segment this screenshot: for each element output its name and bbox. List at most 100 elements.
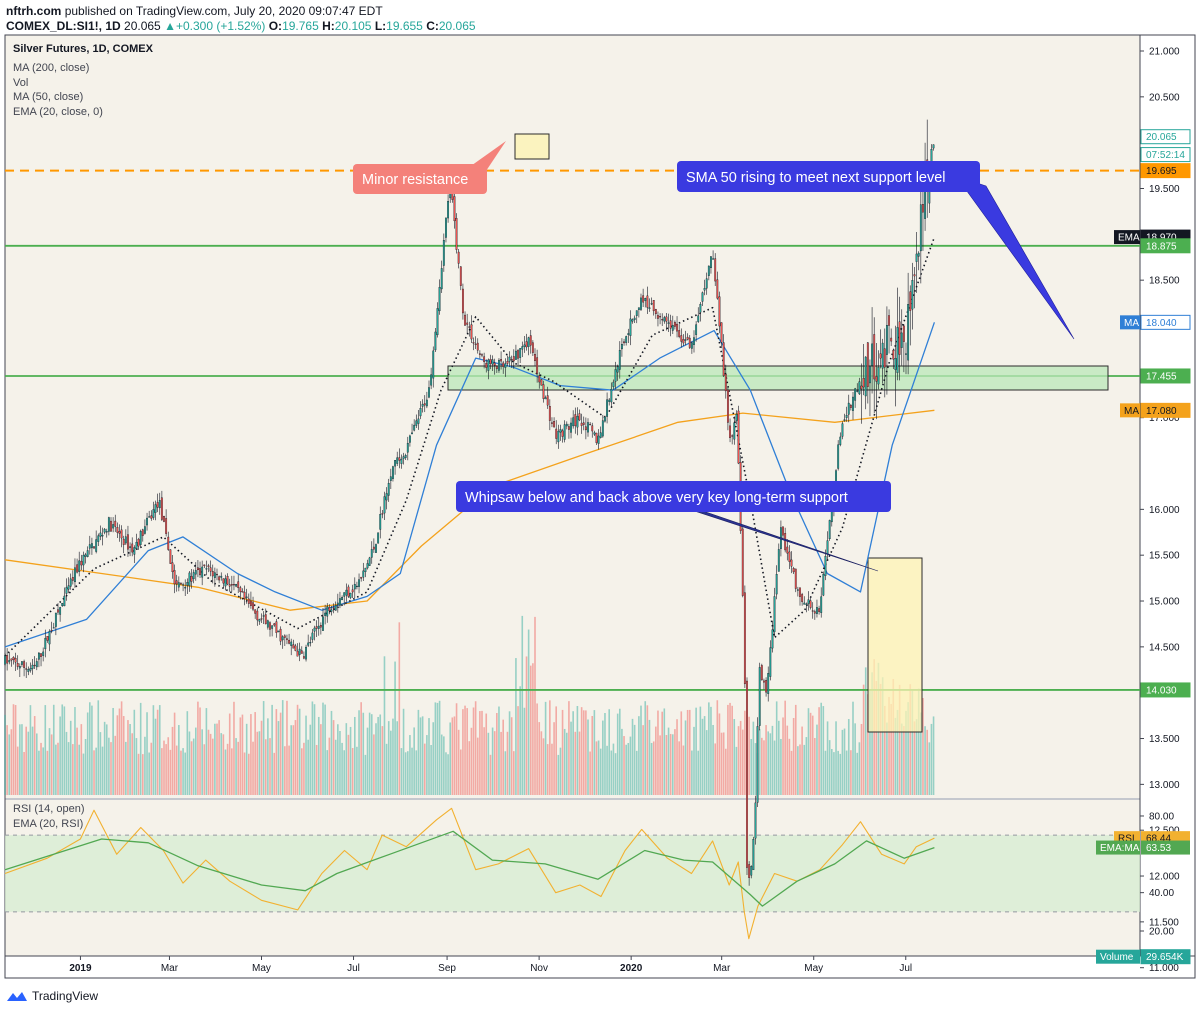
- candle-body-7: [18, 666, 21, 669]
- minor-resistance-callout[interactable]: [353, 164, 487, 194]
- volume-bar-190: [407, 751, 409, 795]
- candle-body-175: [375, 544, 377, 553]
- volume-bar-403: [858, 742, 861, 795]
- whipsaw-callout[interactable]: [456, 481, 891, 512]
- footer-brand[interactable]: TradingView: [32, 989, 99, 1003]
- candle-body-102: [220, 575, 223, 578]
- legend-vol[interactable]: Vol: [13, 77, 28, 89]
- candle-body-377: [803, 602, 806, 605]
- candle-body-226: [483, 356, 486, 363]
- volume-bar-313: [667, 727, 670, 795]
- candle-body-109: [235, 584, 238, 587]
- rsi-axis-ticks: 80.00 40.00 20.00: [1140, 811, 1174, 938]
- candle-body-30: [67, 585, 70, 590]
- volume-bar-115: [248, 753, 250, 795]
- volume-bar-2: [8, 734, 11, 795]
- candle-body-65: [141, 529, 144, 536]
- candle-body-265: [565, 423, 568, 427]
- rsi-lines: [4, 807, 935, 940]
- volume-bar-139: [298, 708, 301, 795]
- candle-body-168: [360, 576, 363, 579]
- volume-bar-248: [529, 665, 532, 795]
- candle-body-363: [773, 596, 776, 633]
- rsi-tag-value-1: 63.53: [1146, 843, 1171, 854]
- volume-bar-133: [286, 700, 288, 795]
- candle-body-84: [182, 584, 185, 586]
- volume-bar-8: [21, 724, 23, 795]
- candle-body-22: [50, 629, 53, 632]
- candle-body-49: [107, 517, 110, 532]
- volume-bar-397: [845, 750, 848, 795]
- legend-rsi-ema[interactable]: EMA (20, RSI): [13, 818, 83, 830]
- candle-body-40: [88, 544, 91, 549]
- candle-body-238: [508, 356, 511, 362]
- candle-body-224: [478, 353, 481, 355]
- volume-bar-51: [112, 707, 114, 795]
- legend-ma200[interactable]: MA (200, close): [13, 62, 89, 74]
- volume-bar-60: [131, 733, 133, 795]
- candle-body-283: [604, 416, 606, 422]
- volume-bar-296: [631, 718, 634, 795]
- candle-body-69: [150, 515, 153, 519]
- candle-body-431: [917, 252, 920, 257]
- volume-bar-277: [591, 715, 594, 795]
- rsi-band: [5, 834, 1140, 913]
- legend-ma50[interactable]: MA (50, close): [13, 91, 83, 103]
- legend-ema20[interactable]: EMA (20, close, 0): [13, 106, 103, 118]
- candle-body-419: [892, 349, 895, 360]
- price-tag-box-0: [1140, 129, 1191, 145]
- candle-body-15: [35, 661, 38, 668]
- candle-body-418: [890, 337, 893, 342]
- candle-body-152: [326, 606, 329, 617]
- volume-bar-179: [383, 656, 386, 795]
- legend-rsi[interactable]: RSI (14, open): [13, 803, 85, 815]
- volume-bar-257: [549, 700, 551, 795]
- volume-bar-290: [619, 708, 621, 795]
- volume-bar-297: [633, 724, 636, 795]
- whipsaw-box[interactable]: [867, 557, 923, 733]
- volume-bar-73: [158, 705, 161, 795]
- candle-body-185: [396, 457, 399, 464]
- candle-body-120: [258, 619, 261, 622]
- candle-body-225: [481, 354, 483, 356]
- volume-bar-326: [695, 707, 697, 795]
- candle-body-218: [466, 322, 469, 325]
- volume-bar-367: [782, 717, 784, 795]
- candle-body-79: [171, 562, 174, 573]
- volume-bar-271: [578, 731, 581, 795]
- candle-body-364: [775, 574, 778, 595]
- candle-body-348: [741, 528, 744, 596]
- price-tag-box-4: [1140, 238, 1191, 254]
- volume-bar-187: [400, 748, 403, 795]
- volume-bar-212: [453, 716, 456, 795]
- candle-body-70: [152, 509, 155, 518]
- sma50-callout[interactable]: [677, 161, 980, 192]
- volume-bars: [4, 615, 935, 795]
- support-zone-box[interactable]: [447, 365, 1109, 391]
- resistance-box[interactable]: [514, 133, 550, 160]
- volume-bar-359: [765, 725, 767, 795]
- publisher-name[interactable]: nftrh.com: [6, 4, 62, 18]
- candle-body-46: [101, 535, 104, 537]
- volume-bar-289: [616, 713, 619, 795]
- volume-bar-322: [686, 709, 689, 795]
- volume-bar-26: [59, 716, 61, 795]
- volume-bar-55: [120, 701, 123, 795]
- volume-bar-104: [224, 749, 227, 795]
- tradingview-logo-icon: [7, 992, 27, 1001]
- candle-body-339: [722, 342, 725, 376]
- volume-bar-275: [587, 719, 589, 795]
- candle-body-232: [495, 366, 498, 370]
- candle-body-241: [514, 350, 517, 360]
- candle-body-29: [65, 587, 68, 594]
- candle-body-163: [349, 592, 352, 598]
- candle-body-334: [712, 258, 715, 260]
- volume-bar-105: [226, 743, 229, 795]
- candle-body-63: [137, 538, 140, 547]
- volume-bar-17: [40, 742, 42, 795]
- rsi-tick-1: 40.00: [1149, 888, 1174, 899]
- candle-body-59: [129, 546, 132, 548]
- candle-body-233: [498, 359, 500, 371]
- candle-body-103: [222, 578, 225, 584]
